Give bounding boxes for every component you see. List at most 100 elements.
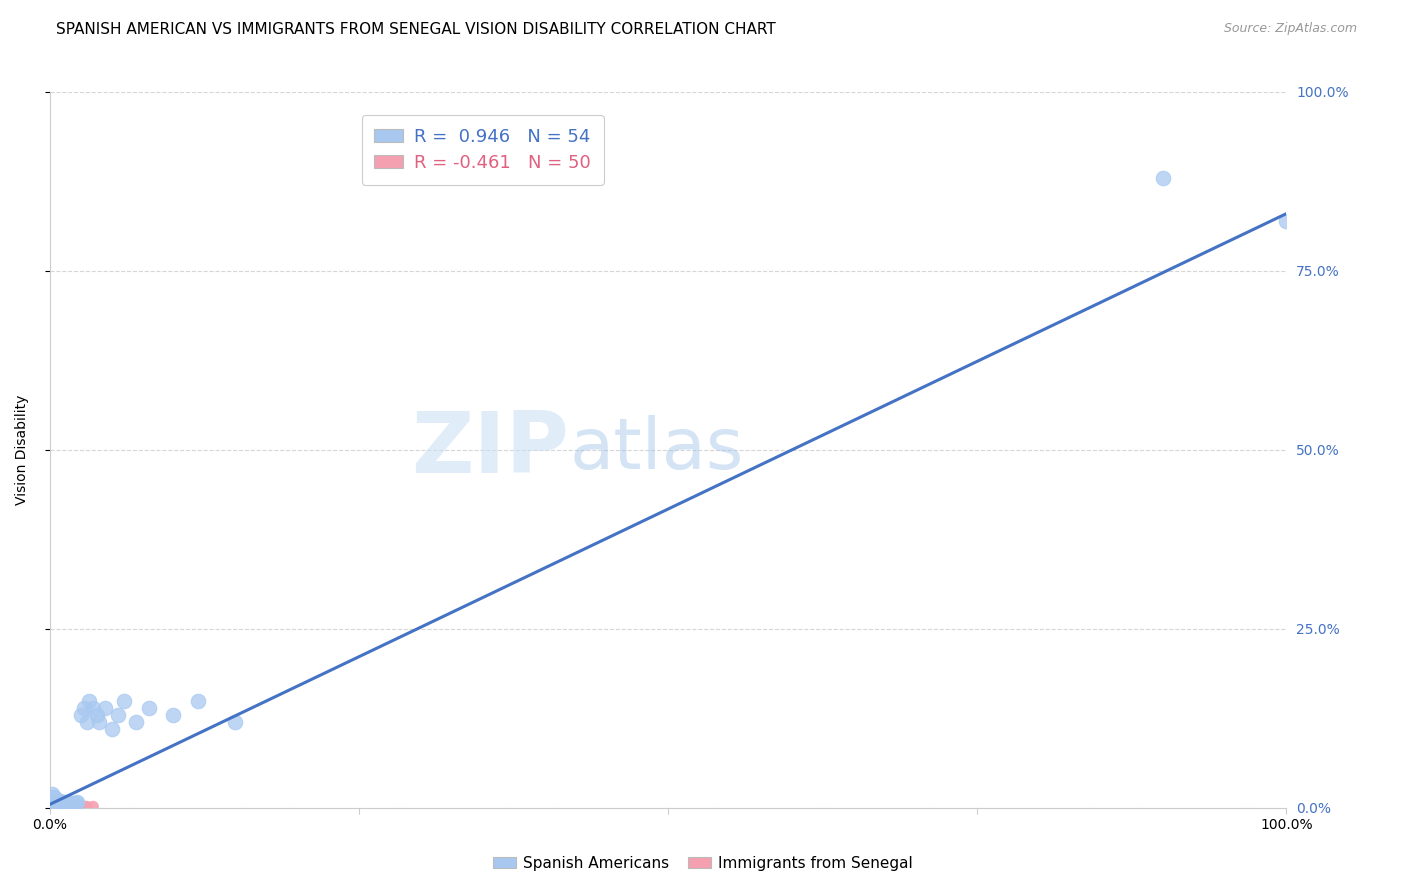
Point <box>48 798 70 813</box>
Point <box>63 799 86 814</box>
Point <box>125 714 148 729</box>
Point <box>45 795 67 809</box>
Point <box>89 714 111 729</box>
Point <box>52 799 75 814</box>
Point <box>41 787 63 801</box>
Point <box>94 700 117 714</box>
Point <box>65 796 87 810</box>
Point <box>45 798 67 813</box>
Point <box>41 799 63 814</box>
Point <box>59 797 82 811</box>
Point <box>45 792 67 806</box>
Point <box>45 800 67 814</box>
Legend: Spanish Americans, Immigrants from Senegal: Spanish Americans, Immigrants from Seneg… <box>486 850 920 877</box>
Point <box>42 799 65 814</box>
Point <box>42 790 65 805</box>
Point <box>42 798 65 813</box>
Point <box>52 798 75 813</box>
Point <box>55 799 77 814</box>
Point <box>44 799 66 814</box>
Point <box>53 795 76 809</box>
Point <box>58 796 80 810</box>
Point <box>44 797 66 812</box>
Point <box>44 795 66 809</box>
Point <box>60 799 83 814</box>
Point <box>39 798 62 813</box>
Point <box>48 794 70 808</box>
Y-axis label: Vision Disability: Vision Disability <box>15 395 30 505</box>
Point <box>45 798 67 813</box>
Point <box>76 799 98 814</box>
Point <box>48 799 70 814</box>
Point <box>1275 213 1298 227</box>
Point <box>44 798 66 813</box>
Point <box>66 799 89 814</box>
Point <box>79 693 101 707</box>
Point <box>46 797 69 811</box>
Point <box>48 798 70 813</box>
Point <box>66 795 89 809</box>
Point <box>76 714 98 729</box>
Point <box>51 799 73 814</box>
Point <box>56 797 79 811</box>
Point <box>112 693 135 707</box>
Point <box>53 797 76 812</box>
Point <box>46 794 69 808</box>
Point <box>58 799 80 814</box>
Point <box>42 798 65 813</box>
Point <box>44 798 66 813</box>
Point <box>63 797 86 811</box>
Point <box>46 798 69 813</box>
Point <box>42 797 65 812</box>
Point <box>39 798 62 813</box>
Point <box>39 798 62 813</box>
Point <box>49 798 72 813</box>
Point <box>73 799 96 814</box>
Point <box>46 798 69 813</box>
Point <box>48 798 70 813</box>
Point <box>41 798 63 813</box>
Point <box>69 799 91 814</box>
Point <box>41 794 63 808</box>
Point <box>60 797 83 811</box>
Point <box>49 798 72 813</box>
Point <box>44 792 66 806</box>
Point <box>187 693 209 707</box>
Text: Source: ZipAtlas.com: Source: ZipAtlas.com <box>1223 22 1357 36</box>
Point <box>48 797 70 812</box>
Point <box>59 799 82 814</box>
Point <box>48 798 70 813</box>
Point <box>48 799 70 814</box>
Point <box>55 796 77 810</box>
Point <box>51 797 73 812</box>
Point <box>82 799 104 814</box>
Point <box>48 796 70 810</box>
Point <box>100 722 122 736</box>
Point <box>39 790 62 805</box>
Point <box>162 707 184 722</box>
Point <box>45 797 67 812</box>
Text: ZIP: ZIP <box>412 409 569 491</box>
Point <box>42 800 65 814</box>
Point <box>46 799 69 814</box>
Point <box>62 796 84 810</box>
Point <box>41 797 63 812</box>
Point <box>53 798 76 813</box>
Point <box>48 795 70 809</box>
Point <box>59 799 82 814</box>
Text: SPANISH AMERICAN VS IMMIGRANTS FROM SENEGAL VISION DISABILITY CORRELATION CHART: SPANISH AMERICAN VS IMMIGRANTS FROM SENE… <box>56 22 776 37</box>
Point <box>59 796 82 810</box>
Point <box>49 797 72 811</box>
Point <box>73 700 96 714</box>
Point <box>41 798 63 813</box>
Point <box>51 798 73 813</box>
Point <box>45 799 67 814</box>
Text: atlas: atlas <box>569 416 744 484</box>
Point <box>39 799 62 814</box>
Point <box>107 707 129 722</box>
Point <box>1152 170 1174 185</box>
Point <box>86 707 108 722</box>
Point <box>42 797 65 812</box>
Point <box>82 700 104 714</box>
Point <box>51 795 73 809</box>
